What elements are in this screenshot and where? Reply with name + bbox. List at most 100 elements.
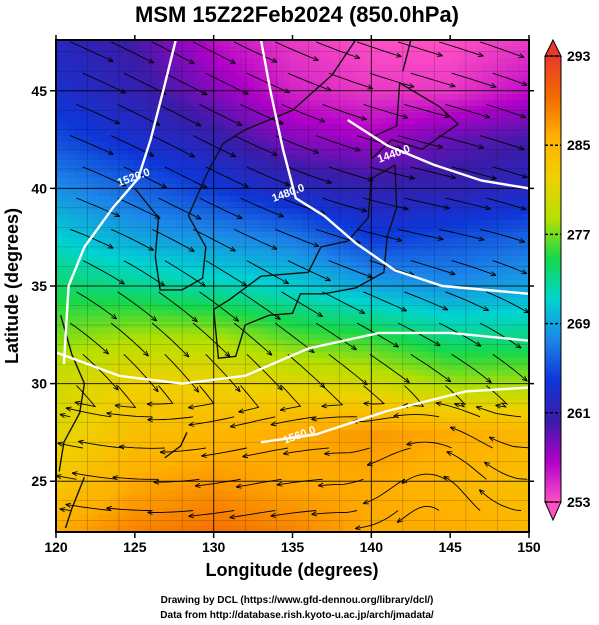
heatmap-cell <box>146 256 153 263</box>
heatmap-cell <box>452 82 459 89</box>
heatmap-cell <box>278 88 285 95</box>
heatmap-cell <box>140 190 147 197</box>
heatmap-cell <box>506 268 513 275</box>
heatmap-cell <box>92 160 99 167</box>
heatmap-cell <box>290 322 297 329</box>
heatmap-cell <box>476 190 483 197</box>
heatmap-cell <box>386 382 393 389</box>
heatmap-cell <box>236 172 243 179</box>
heatmap-cell <box>194 82 201 89</box>
heatmap-cell <box>254 364 261 371</box>
heatmap-cell <box>410 388 417 395</box>
heatmap-cell <box>80 340 87 347</box>
heatmap-cell <box>320 154 327 161</box>
heatmap-cell <box>494 406 501 413</box>
heatmap-cell <box>104 64 111 71</box>
heatmap-cell <box>188 76 195 83</box>
heatmap-cell <box>272 292 279 299</box>
heatmap-cell <box>194 328 201 335</box>
heatmap-cell <box>80 298 87 305</box>
heatmap-cell <box>74 178 81 185</box>
heatmap-cell <box>194 124 201 131</box>
heatmap-cell <box>176 52 183 59</box>
heatmap-cell <box>452 184 459 191</box>
heatmap-cell <box>158 232 165 239</box>
heatmap-cell <box>350 310 357 317</box>
heatmap-cell <box>56 346 63 353</box>
heatmap-cell <box>416 238 423 245</box>
heatmap-cell <box>122 250 129 257</box>
heatmap-cell <box>392 40 399 47</box>
heatmap-cell <box>410 94 417 101</box>
heatmap-cell <box>68 250 75 257</box>
heatmap-cell <box>140 226 147 233</box>
heatmap-cell <box>206 364 213 371</box>
heatmap-cell <box>278 304 285 311</box>
heatmap-cell <box>92 292 99 299</box>
heatmap-cell <box>500 262 507 269</box>
heatmap-cell <box>374 232 381 239</box>
heatmap-cell <box>236 160 243 167</box>
heatmap-cell <box>260 412 267 419</box>
heatmap-cell <box>170 304 177 311</box>
heatmap-cell <box>332 280 339 287</box>
heatmap-cell <box>104 172 111 179</box>
heatmap-cell <box>164 52 171 59</box>
heatmap-cell <box>122 106 129 113</box>
heatmap-cell <box>338 412 345 419</box>
heatmap-cell <box>158 394 165 401</box>
heatmap-cell <box>284 256 291 263</box>
heatmap-cell <box>428 58 435 65</box>
heatmap-cell <box>320 286 327 293</box>
heatmap-cell <box>338 196 345 203</box>
heatmap-cell <box>188 70 195 77</box>
heatmap-cell <box>266 100 273 107</box>
heatmap-cell <box>290 250 297 257</box>
heatmap-cell <box>134 40 141 47</box>
heatmap-cell <box>134 376 141 383</box>
heatmap-cell <box>326 394 333 401</box>
heatmap-cell <box>386 376 393 383</box>
heatmap-cell <box>428 118 435 125</box>
heatmap-cell <box>272 208 279 215</box>
heatmap-cell <box>416 184 423 191</box>
heatmap-cell <box>440 358 447 365</box>
heatmap-cell <box>488 160 495 167</box>
heatmap-cell <box>122 262 129 269</box>
heatmap-cell <box>464 112 471 119</box>
heatmap-cell <box>164 418 171 425</box>
heatmap-cell <box>272 352 279 359</box>
heatmap-cell <box>140 70 147 77</box>
heatmap-cell <box>62 274 69 281</box>
heatmap-cell <box>362 394 369 401</box>
heatmap-cell <box>344 298 351 305</box>
heatmap-cell <box>248 352 255 359</box>
heatmap-cell <box>470 340 477 347</box>
heatmap-cell <box>242 214 249 221</box>
heatmap-cell <box>236 328 243 335</box>
heatmap-cell <box>272 400 279 407</box>
heatmap-cell <box>170 148 177 155</box>
heatmap-cell <box>362 112 369 119</box>
heatmap-cell <box>326 376 333 383</box>
heatmap-cell <box>98 244 105 251</box>
heatmap-cell <box>326 148 333 155</box>
heatmap-cell <box>56 118 63 125</box>
heatmap-cell <box>278 328 285 335</box>
heatmap-cell <box>104 118 111 125</box>
heatmap-cell <box>74 292 81 299</box>
heatmap-cell <box>284 262 291 269</box>
heatmap-cell <box>482 298 489 305</box>
heatmap-cell <box>218 142 225 149</box>
heatmap-cell <box>104 82 111 89</box>
heatmap-cell <box>98 238 105 245</box>
heatmap-cell <box>350 286 357 293</box>
heatmap-cell <box>494 226 501 233</box>
heatmap-cell <box>146 148 153 155</box>
heatmap-cell <box>452 70 459 77</box>
heatmap-cell <box>170 58 177 65</box>
heatmap-cell <box>308 82 315 89</box>
heatmap-cell <box>314 376 321 383</box>
heatmap-cell <box>188 376 195 383</box>
heatmap-cell <box>464 208 471 215</box>
